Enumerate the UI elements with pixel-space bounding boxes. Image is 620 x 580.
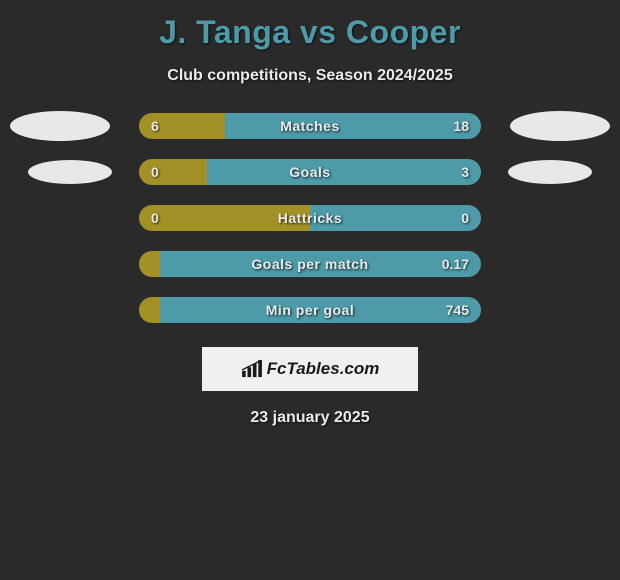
stat-value-right: 18 xyxy=(453,118,469,134)
stat-value-right: 745 xyxy=(446,302,469,318)
date-label: 23 january 2025 xyxy=(0,391,620,427)
subtitle: Club competitions, Season 2024/2025 xyxy=(0,53,620,103)
stat-label: Min per goal xyxy=(266,302,354,318)
stat-value-left: 0 xyxy=(151,164,159,180)
stat-bar-right xyxy=(207,159,481,185)
stat-value-left: 0 xyxy=(151,210,159,226)
stat-value-right: 0 xyxy=(461,210,469,226)
stat-value-right: 3 xyxy=(461,164,469,180)
bar-chart-icon xyxy=(241,360,263,378)
player-left-logo-placeholder xyxy=(10,111,110,141)
stat-bar: 0 Goals 3 xyxy=(139,159,481,185)
comparison-rows: 6 Matches 18 0 Goals 3 0 Hattricks 0 Goals per ma… xyxy=(0,103,620,333)
stat-bar: 0 Hattricks 0 xyxy=(139,205,481,231)
stat-label: Goals xyxy=(289,164,330,180)
stat-bar: 6 Matches 18 xyxy=(139,113,481,139)
stat-bar-left xyxy=(139,251,160,277)
player-right-logo-placeholder xyxy=(508,160,592,184)
comparison-row: Min per goal 745 xyxy=(0,287,620,333)
stat-bar-left xyxy=(139,297,160,323)
stat-bar-right xyxy=(225,113,482,139)
stat-value-right: 0.17 xyxy=(442,256,469,272)
source-logo: FcTables.com xyxy=(202,347,418,391)
player-right-logo-placeholder xyxy=(510,111,610,141)
stat-label: Matches xyxy=(280,118,340,134)
player-left-logo-placeholder xyxy=(28,160,112,184)
stat-label: Goals per match xyxy=(251,256,368,272)
comparison-row: 0 Goals 3 xyxy=(0,149,620,195)
stat-value-left: 6 xyxy=(151,118,159,134)
comparison-row: 0 Hattricks 0 xyxy=(0,195,620,241)
stat-bar-left xyxy=(139,159,207,185)
comparison-infographic: J. Tanga vs Cooper Club competitions, Se… xyxy=(0,0,620,580)
stat-bar: Min per goal 745 xyxy=(139,297,481,323)
comparison-row: Goals per match 0.17 xyxy=(0,241,620,287)
logo-text: FcTables.com xyxy=(267,359,380,379)
page-title: J. Tanga vs Cooper xyxy=(0,8,620,53)
stat-bar: Goals per match 0.17 xyxy=(139,251,481,277)
comparison-row: 6 Matches 18 xyxy=(0,103,620,149)
stat-label: Hattricks xyxy=(278,210,342,226)
